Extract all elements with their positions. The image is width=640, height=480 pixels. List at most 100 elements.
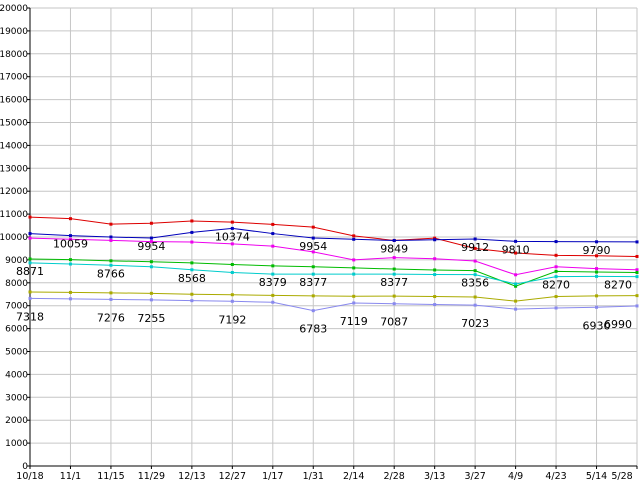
series-olive-marker	[68, 290, 72, 294]
series-cyan-marker	[271, 272, 275, 276]
series-lavender-marker	[149, 298, 153, 302]
x-axis-label: 12/13	[178, 471, 205, 480]
series-red-marker	[635, 254, 639, 258]
series-cyan-marker	[473, 273, 477, 277]
x-axis-label: 2/28	[384, 471, 405, 480]
series-green-marker	[271, 264, 275, 268]
y-axis-label: 5000	[5, 348, 28, 358]
series-navy-marker	[109, 235, 113, 239]
series-red-marker	[311, 225, 315, 229]
series-olive-marker	[635, 294, 639, 298]
x-axis-label: 5/14	[586, 471, 607, 480]
y-axis-label: 12000	[0, 187, 28, 197]
series-magenta-marker	[554, 265, 558, 269]
series-lavender-marker	[392, 302, 396, 306]
x-axis-label: 4/23	[545, 471, 566, 480]
series-green-marker	[190, 261, 194, 265]
series-navy-marker	[149, 236, 153, 240]
series-red-line	[29, 216, 638, 257]
series-red-marker	[433, 236, 437, 240]
x-axis-label: 11/1	[60, 471, 81, 480]
series-lavender	[28, 296, 639, 313]
series-green-marker	[392, 267, 396, 271]
series-green-marker	[433, 268, 437, 272]
series-red-marker	[352, 234, 356, 238]
series-navy-line	[29, 227, 638, 243]
series-lavender-marker	[352, 301, 356, 305]
series-lavender-marker	[595, 305, 599, 309]
series-navy-data-label: 10059	[53, 238, 88, 251]
series-lavender-data-label: 6783	[299, 323, 327, 336]
series-navy-marker	[352, 237, 356, 241]
series-navy-data-label: 9954	[299, 240, 327, 253]
x-axis-label: 1/17	[262, 471, 283, 480]
series-cyan-data-label: 8568	[178, 272, 206, 285]
series-cyan-marker	[311, 272, 315, 276]
series-navy-data-label: 9849	[380, 242, 408, 255]
series-magenta-marker	[230, 242, 234, 246]
series-magenta-marker	[190, 240, 194, 244]
x-axis-label: 10/18	[16, 471, 43, 480]
x-axis-label: 5/28	[611, 471, 632, 480]
series-cyan-marker	[554, 275, 558, 279]
series-olive-marker	[554, 295, 558, 299]
series-cyan-marker	[230, 270, 234, 274]
series-cyan-marker	[28, 261, 32, 265]
series-red-marker	[109, 222, 113, 226]
series-navy-data-label: 9790	[583, 244, 611, 257]
y-axis-label: 4000	[5, 370, 28, 380]
y-axis-label: 18000	[0, 50, 28, 60]
series-lavender-marker	[271, 300, 275, 304]
series-red-marker	[595, 254, 599, 258]
series-cyan-marker	[109, 263, 113, 267]
y-axis-label: 3000	[5, 393, 28, 403]
series-lavender-marker	[311, 309, 315, 313]
series-lavender-data-label: 6990	[604, 318, 632, 331]
series-cyan-marker	[68, 262, 72, 266]
series-cyan-marker	[635, 275, 639, 279]
series-navy-marker	[230, 226, 234, 230]
series-navy	[28, 226, 639, 244]
series-navy-marker	[271, 232, 275, 236]
x-axis-label: 12/27	[219, 471, 246, 480]
series-navy-marker	[635, 240, 639, 244]
y-axis-label: 10000	[0, 233, 28, 243]
series-lavender-marker	[473, 303, 477, 307]
x-axis-label: 3/13	[424, 471, 445, 480]
series-magenta-marker	[433, 257, 437, 261]
series-cyan-data-label: 8377	[380, 276, 408, 289]
series-cyan-marker	[149, 265, 153, 269]
series-lavender-marker	[190, 299, 194, 303]
series-navy-data-label: 9810	[502, 243, 530, 256]
series-cyan-marker	[190, 268, 194, 272]
series-olive-marker	[28, 290, 32, 294]
x-axis-labels: 10/18 11/1 11/15 11/29 12/13 12/27 1/17 1/31 2/1…	[16, 471, 632, 480]
series-green-marker	[311, 265, 315, 269]
series-lavender-data-label: 7276	[97, 311, 125, 324]
series-lavender-data-label: 7192	[218, 313, 246, 326]
series-olive-marker	[271, 293, 275, 297]
series-olive-marker	[473, 295, 477, 299]
series-lavender-data-label: 7255	[137, 312, 165, 325]
series-olive-marker	[595, 294, 599, 298]
y-axis-label: 16000	[0, 96, 28, 106]
series-lavender-marker	[635, 304, 639, 308]
series-green	[28, 257, 639, 288]
series-lavender-data-label: 7087	[380, 316, 408, 329]
series-green-marker	[635, 270, 639, 274]
x-axis-label: 4/9	[508, 471, 523, 480]
series-lavender-data-label: 7318	[16, 310, 44, 323]
series-olive-marker	[190, 292, 194, 296]
series-navy-marker	[554, 240, 558, 244]
series-red-marker	[473, 246, 477, 250]
x-axis-label: 3/27	[464, 471, 485, 480]
series-olive-marker	[230, 293, 234, 297]
series-green-marker	[554, 269, 558, 273]
series-cyan-data-label: 8270	[542, 279, 570, 292]
series-red-marker	[230, 220, 234, 224]
series-navy-marker	[473, 237, 477, 241]
series-magenta-marker	[635, 268, 639, 272]
series-magenta-marker	[68, 237, 72, 241]
